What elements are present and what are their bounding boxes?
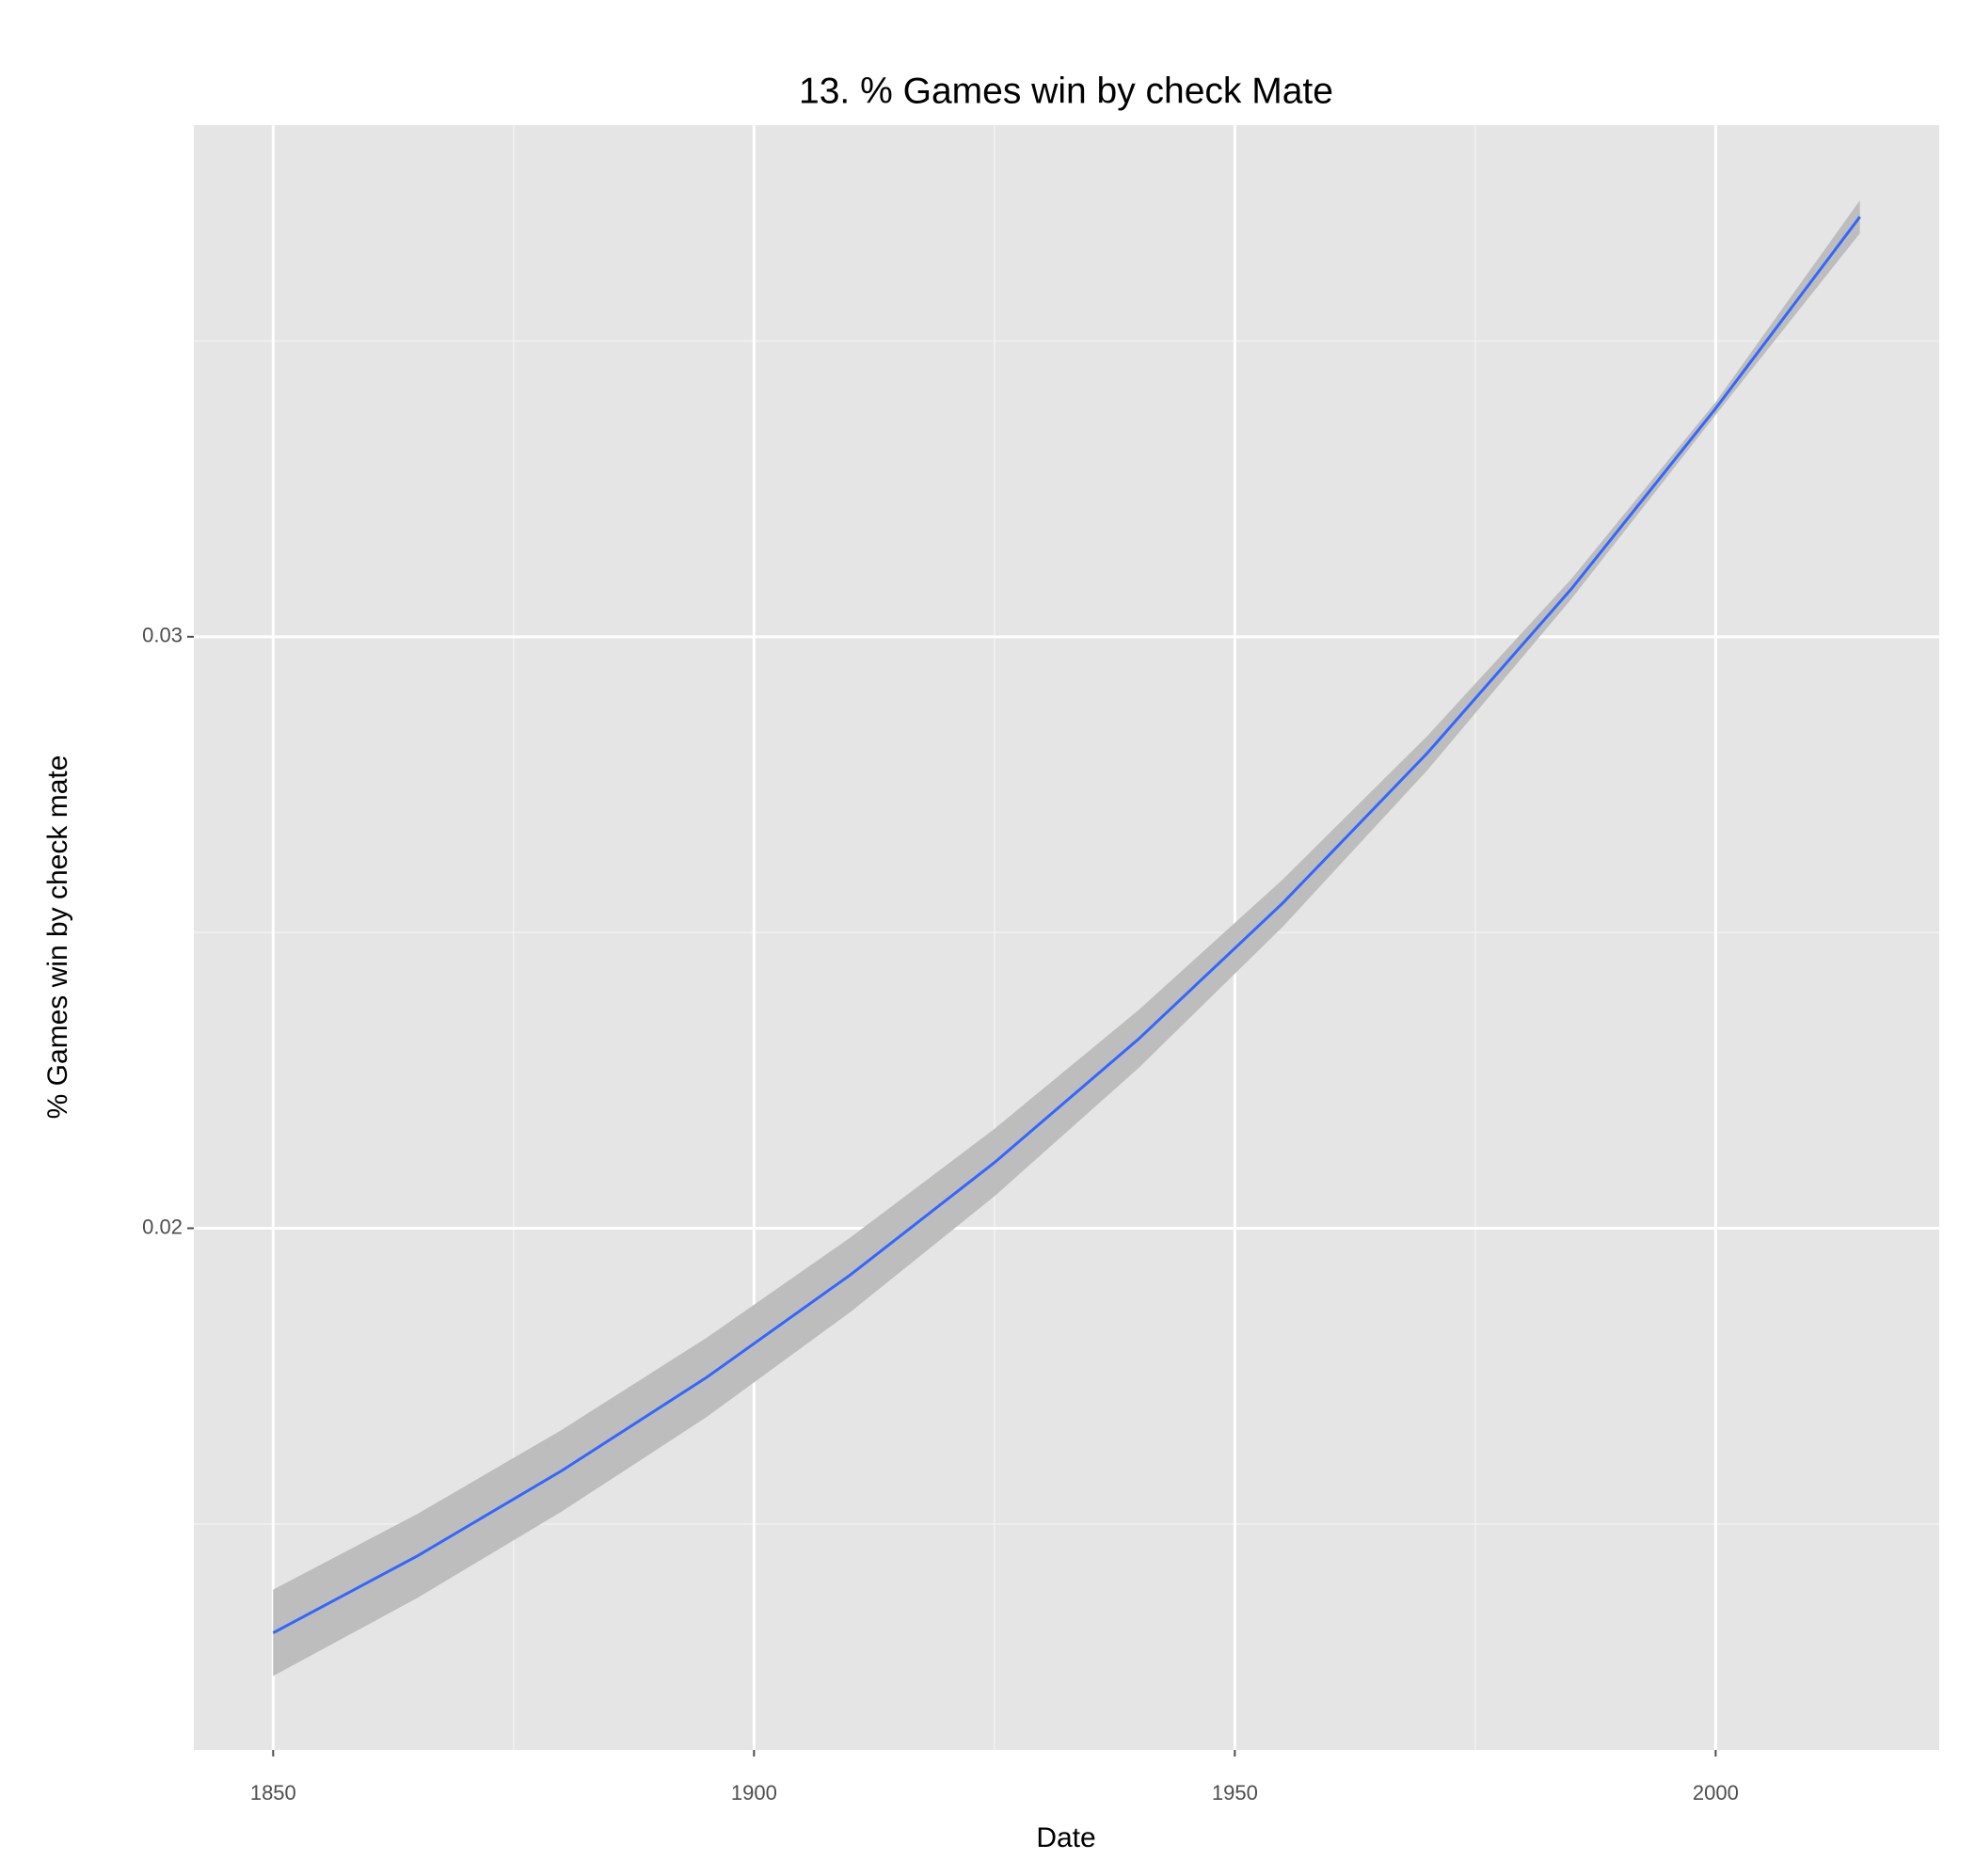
confidence-band xyxy=(273,199,1860,1677)
x-tick-label: 1900 xyxy=(731,1781,777,1804)
trend-line xyxy=(272,215,1861,1634)
chart-title: 13. % Games win by check Mate xyxy=(799,71,1333,111)
x-tick-label: 1850 xyxy=(250,1781,296,1804)
x-tick-label: 2000 xyxy=(1693,1781,1739,1804)
y-tick-label: 0.03 xyxy=(142,624,183,647)
x-tick-label: 1950 xyxy=(1212,1781,1258,1804)
y-axis-title: % Games win by check mate xyxy=(42,755,73,1120)
x-axis-title: Date xyxy=(1036,1822,1095,1853)
y-tick-label: 0.02 xyxy=(142,1215,183,1238)
